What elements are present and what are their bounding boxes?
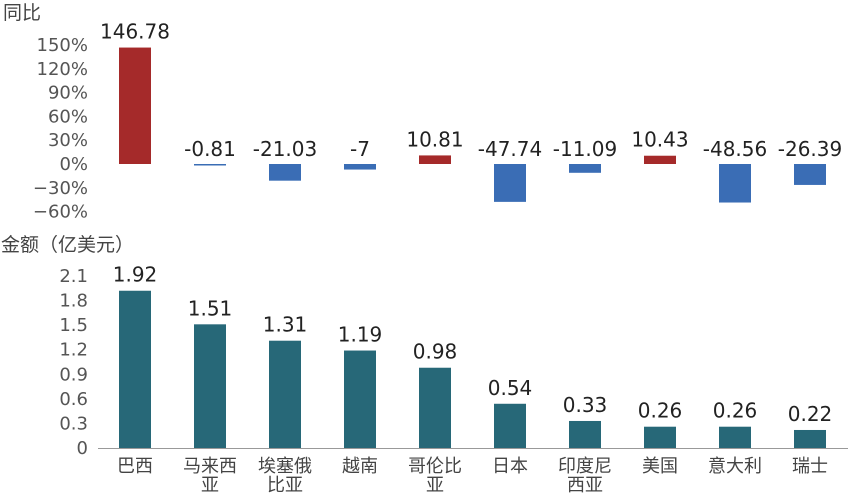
yoy-data-label: -47.74	[478, 137, 542, 161]
category-label: 瑞士	[792, 456, 828, 477]
yoy-bar	[269, 164, 301, 181]
yoy-data-label: -26.39	[778, 137, 842, 161]
amount-tick-label: 0.3	[59, 413, 88, 434]
amount-data-label: 0.98	[413, 340, 458, 364]
yoy-tick-label: 0%	[59, 154, 88, 175]
amount-bar	[494, 403, 526, 448]
yoy-bar	[194, 164, 226, 166]
yoy-tick-label: 30%	[48, 130, 88, 151]
yoy-bar	[794, 164, 826, 185]
category-label: 越南	[342, 456, 378, 477]
category-label: 巴西	[117, 456, 153, 477]
amount-tick-label: 1.5	[59, 315, 88, 336]
yoy-data-label: -7	[350, 137, 370, 161]
amount-data-label: 0.54	[488, 376, 533, 400]
amount-bar	[344, 350, 376, 448]
yoy-bar	[494, 164, 526, 202]
amount-bar	[269, 340, 301, 448]
amount-data-label: 1.19	[338, 323, 383, 347]
yoy-data-label: -48.56	[703, 137, 767, 161]
amount-bar	[569, 420, 601, 448]
category-label: 意大利	[708, 456, 762, 477]
category-label: 印度尼西亚	[558, 456, 612, 493]
amount-chart: 金额（亿美元） 2.1 1.8 1.5 1.2 0.9 0.6 0.3 0 1.92 巴西 1.51 马…	[1, 234, 848, 493]
yoy-data-label: -21.03	[253, 137, 317, 161]
yoy-data-label: -0.81	[184, 137, 236, 161]
category-label: 日本	[492, 456, 528, 477]
amount-tick-label: 0.9	[59, 364, 88, 385]
amount-bar	[719, 426, 751, 448]
amount-bar	[119, 290, 151, 448]
amount-data-label: 0.33	[563, 393, 608, 417]
category-label: 哥伦比亚	[408, 456, 462, 493]
amount-tick-label: 0	[77, 438, 88, 459]
amount-data-label: 0.26	[638, 399, 683, 423]
yoy-tick-label: 150%	[37, 35, 88, 56]
amount-tick-label: 1.2	[59, 340, 88, 361]
yoy-bar	[419, 155, 451, 164]
category-label: 马来西亚	[183, 456, 237, 493]
amount-tick-label: 0.6	[59, 389, 88, 410]
amount-axis-title: 金额（亿美元）	[1, 234, 134, 256]
yoy-bar	[569, 164, 601, 173]
amount-bar	[194, 324, 226, 448]
yoy-bar	[719, 164, 751, 203]
yoy-tick-label: −30%	[33, 178, 88, 199]
amount-bar	[644, 426, 676, 448]
yoy-chart: 同比 150% 120% 90%60% 30% 0% −30% −60% 146.78 -0.81…	[3, 2, 842, 223]
yoy-data-label: 10.43	[631, 128, 688, 152]
yoy-bar	[644, 155, 676, 164]
yoy-data-label: 146.78	[100, 20, 170, 44]
amount-tick-label: 1.8	[59, 291, 88, 312]
yoy-bar	[119, 47, 151, 164]
amount-data-label: 1.51	[188, 296, 233, 320]
yoy-tick-label: 90%	[48, 83, 88, 104]
yoy-tick-label: −60%	[33, 202, 88, 223]
amount-data-label: 1.92	[113, 263, 158, 287]
yoy-bar	[344, 164, 376, 170]
yoy-tick-label: 120%	[37, 59, 88, 80]
yoy-data-label: 10.81	[406, 127, 463, 151]
yoy-data-label: -11.09	[553, 137, 617, 161]
yoy-tick-label: 60%	[48, 106, 88, 127]
category-label: 美国	[642, 456, 678, 477]
amount-data-label: 0.26	[713, 399, 758, 423]
amount-bar	[794, 429, 826, 448]
amount-bar	[419, 367, 451, 448]
amount-tick-label: 2.1	[59, 266, 88, 287]
amount-data-label: 0.22	[788, 402, 833, 426]
yoy-axis-title: 同比	[3, 2, 41, 24]
category-label: 埃塞俄比亚	[258, 456, 312, 493]
amount-data-label: 1.31	[263, 313, 308, 337]
